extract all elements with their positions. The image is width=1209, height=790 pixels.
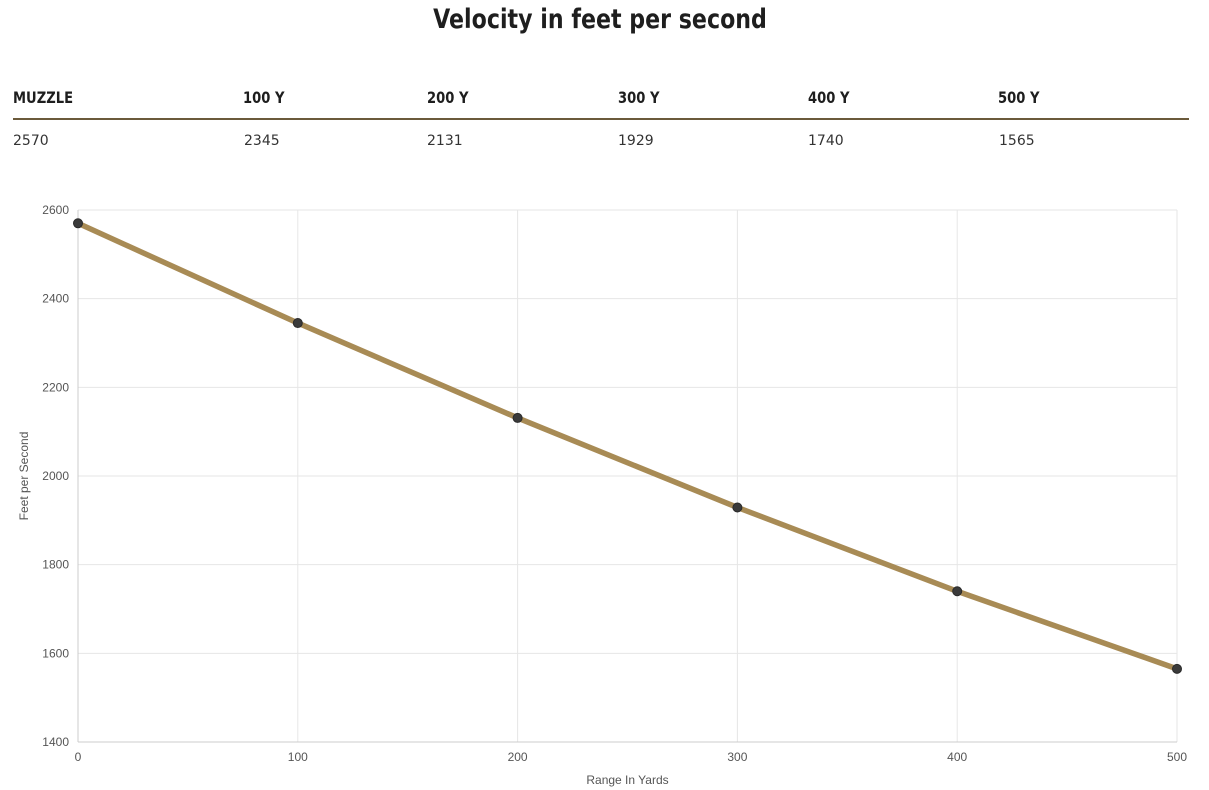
- data-point[interactable]: [512, 412, 523, 423]
- data-point[interactable]: [1172, 663, 1182, 674]
- x-axis-title: Range In Yards: [586, 773, 668, 787]
- value-500y: 1565: [999, 133, 1035, 149]
- velocity-table-row: 2570 2345 2131 1929 1740 1565: [13, 120, 1189, 154]
- series-line: [75, 220, 1180, 672]
- value-muzzle: 2570: [13, 133, 49, 149]
- data-point[interactable]: [73, 218, 83, 229]
- value-400y: 1740: [808, 133, 844, 149]
- y-tick-label: 1600: [42, 646, 69, 660]
- series: [73, 218, 1182, 674]
- header-200y: 200 Y: [427, 88, 469, 107]
- y-tick-label: 2200: [42, 380, 69, 394]
- value-200y: 2131: [427, 133, 463, 149]
- y-axis-title: Feet per Second: [17, 432, 31, 521]
- x-tick-label: 500: [1167, 750, 1187, 764]
- header-100y: 100 Y: [243, 88, 285, 107]
- x-tick-label: 0: [75, 750, 82, 764]
- y-tick-label: 2600: [42, 203, 69, 217]
- header-300y: 300 Y: [618, 88, 660, 107]
- y-tick-label: 1400: [42, 735, 69, 749]
- axes: [77, 210, 1177, 743]
- velocity-table: MUZZLE 100 Y 200 Y 300 Y 400 Y 500 Y 257…: [13, 84, 1189, 154]
- x-tick-label: 200: [508, 750, 528, 764]
- y-tick-label: 1800: [42, 558, 69, 572]
- grid: [77, 209, 1178, 743]
- velocity-table-header: MUZZLE 100 Y 200 Y 300 Y 400 Y 500 Y: [13, 84, 1189, 120]
- data-point[interactable]: [292, 318, 303, 329]
- velocity-line-chart: 1400 1600 1800 2000 2200 2400 2600 0 100 200 300 40…: [17, 203, 1187, 787]
- x-tick-label: 300: [727, 750, 747, 764]
- header-muzzle: MUZZLE: [13, 88, 74, 107]
- tick-labels: 1400 1600 1800 2000 2200 2400 2600 0 100 200 300 40…: [42, 203, 1187, 764]
- chart-title: Velocity in feet per second: [433, 4, 767, 35]
- y-tick-label: 2400: [42, 292, 69, 306]
- x-tick-label: 100: [288, 750, 308, 764]
- header-400y: 400 Y: [808, 88, 850, 107]
- value-300y: 1929: [618, 133, 654, 149]
- data-point[interactable]: [952, 586, 963, 597]
- header-500y: 500 Y: [998, 88, 1040, 107]
- y-tick-label: 2000: [42, 469, 69, 483]
- data-point[interactable]: [732, 502, 743, 513]
- x-tick-label: 400: [947, 750, 967, 764]
- value-100y: 2345: [244, 133, 280, 149]
